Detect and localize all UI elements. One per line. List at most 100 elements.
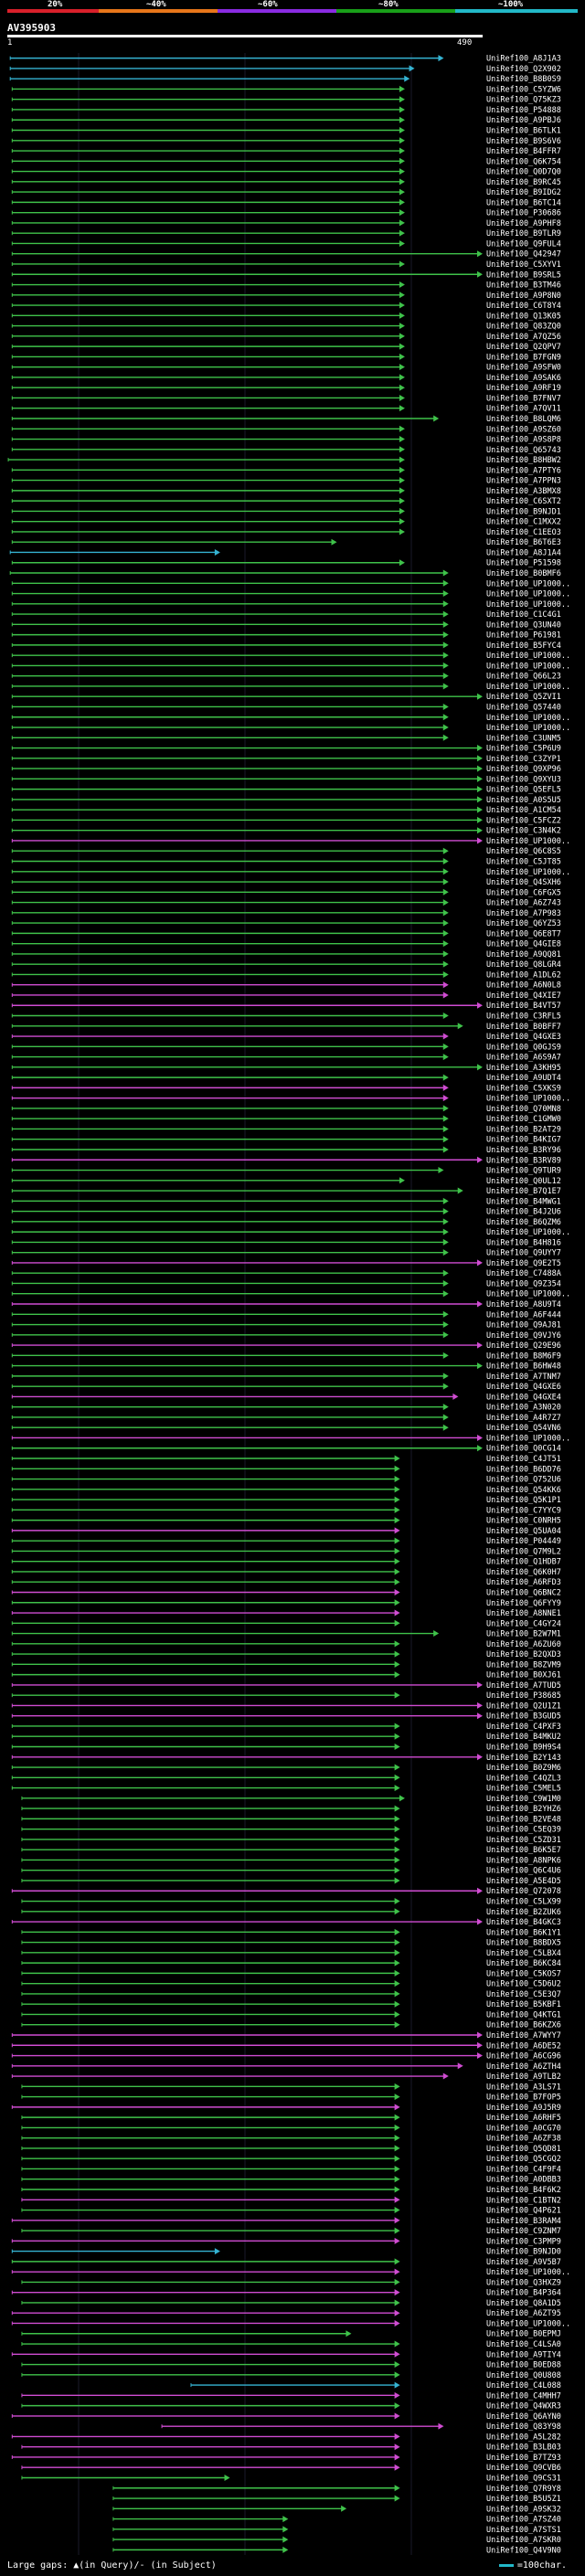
hit-row[interactable]: UniRef100_A7PPN3: [11, 477, 561, 486]
hit-row[interactable]: UniRef100_A8NPK6: [21, 1856, 561, 1865]
hit-label[interactable]: UniRef100_C4LSA0: [486, 2340, 561, 2349]
hit-row[interactable]: UniRef100_A3BMX8: [11, 487, 561, 496]
hit-label[interactable]: UniRef100_B2YHZ6: [486, 1805, 561, 1814]
hit-row[interactable]: UniRef100_Q0U808: [21, 2371, 561, 2380]
hit-row[interactable]: UniRef100_Q5QD81: [21, 2145, 561, 2154]
hit-row[interactable]: UniRef100_Q9UYY7: [11, 1249, 561, 1258]
hit-row[interactable]: UniRef100_Q9XP96: [11, 765, 561, 774]
hit-label[interactable]: UniRef100_Q2QPV7: [486, 343, 561, 352]
hit-row[interactable]: UniRef100_Q4SXH6: [11, 878, 561, 887]
hit-label[interactable]: UniRef100_UP1000..: [486, 724, 570, 733]
hit-label[interactable]: UniRef100_B0Z9M6: [486, 1764, 561, 1773]
hit-label[interactable]: UniRef100_Q9Z354: [486, 1279, 561, 1288]
hit-row[interactable]: UniRef100_C3PMP9: [11, 2237, 561, 2246]
hit-label[interactable]: UniRef100_A8J1A4: [486, 548, 561, 557]
hit-label[interactable]: UniRef100_Q0D7Q0: [486, 168, 561, 177]
hit-label[interactable]: UniRef100_Q4P621: [486, 2207, 561, 2216]
hit-label[interactable]: UniRef100_Q9CVB6: [486, 2464, 561, 2473]
hit-row[interactable]: UniRef100_Q83Y98: [161, 2422, 561, 2432]
hit-row[interactable]: UniRef100_Q6E8T7: [11, 929, 561, 938]
hit-label[interactable]: UniRef100_UP1000..: [486, 1290, 570, 1299]
hit-row[interactable]: UniRef100_B4VT57: [11, 1002, 561, 1011]
hit-row[interactable]: UniRef100_Q2QPV7: [11, 343, 561, 352]
hit-row[interactable]: UniRef100_B8B0S9: [9, 75, 561, 84]
hit-row[interactable]: UniRef100_Q4KTG1: [21, 2010, 561, 2019]
hit-row[interactable]: UniRef100_C5LX99: [21, 1898, 561, 1907]
hit-label[interactable]: UniRef100_A5E4D5: [486, 1877, 561, 1886]
hit-row[interactable]: UniRef100_Q6FYY9: [11, 1599, 561, 1608]
hit-row[interactable]: UniRef100_A7SZ40: [112, 2516, 561, 2525]
hit-row[interactable]: UniRef100_C3ZYP1: [11, 755, 561, 764]
hit-label[interactable]: UniRef100_Q3HXZ9: [486, 2278, 561, 2287]
hit-row[interactable]: UniRef100_Q6AYN0: [11, 2412, 561, 2422]
hit-row[interactable]: UniRef100_C7488A: [11, 1269, 561, 1278]
hit-label[interactable]: UniRef100_B3RV89: [486, 1156, 561, 1165]
hit-row[interactable]: UniRef100_UP1000..: [11, 724, 570, 733]
hit-row[interactable]: UniRef100_Q5CGQ2: [21, 2155, 561, 2164]
hit-row[interactable]: UniRef100_A7TNM7: [11, 1373, 561, 1382]
hit-label[interactable]: UniRef100_B6T6E3: [486, 538, 561, 547]
hit-row[interactable]: UniRef100_Q9E2T5: [11, 1259, 561, 1268]
hit-label[interactable]: UniRef100_C5KOS7: [486, 1969, 561, 1978]
hit-label[interactable]: UniRef100_C4MHH7: [486, 2391, 561, 2401]
hit-label[interactable]: UniRef100_B3TM46: [486, 281, 561, 291]
hit-row[interactable]: UniRef100_B4F6K2: [21, 2186, 561, 2195]
hit-label[interactable]: UniRef100_Q6AYN0: [486, 2412, 561, 2422]
hit-label[interactable]: UniRef100_B7FGN9: [486, 353, 561, 362]
hit-row[interactable]: UniRef100_B0Z9M6: [11, 1764, 561, 1773]
hit-label[interactable]: UniRef100_A6S9A7: [486, 1054, 561, 1063]
hit-label[interactable]: UniRef100_C9ZNM7: [486, 2227, 561, 2236]
hit-row[interactable]: UniRef100_B5FYC4: [11, 641, 561, 651]
hit-row[interactable]: UniRef100_C5XYV1: [11, 260, 561, 270]
hit-row[interactable]: UniRef100_B4FFR7: [11, 147, 561, 156]
hit-row[interactable]: UniRef100_Q9AJ81: [11, 1321, 561, 1330]
hit-label[interactable]: UniRef100_B7FNV7: [486, 394, 561, 403]
hit-row[interactable]: UniRef100_C4F9F4: [21, 2165, 561, 2174]
hit-row[interactable]: UniRef100_Q6BNC2: [11, 1588, 561, 1597]
hit-row[interactable]: UniRef100_A0S5U5: [11, 796, 561, 805]
hit-label[interactable]: UniRef100_C5EQ39: [486, 1826, 561, 1835]
hit-row[interactable]: UniRef100_C4LSA0: [21, 2340, 561, 2349]
hit-row[interactable]: UniRef100_A3LS71: [21, 2083, 561, 2092]
hit-label[interactable]: UniRef100_Q5ZVI1: [486, 693, 561, 702]
hit-row[interactable]: UniRef100_C4MHH7: [21, 2391, 561, 2401]
hit-row[interactable]: UniRef100_B0EPMJ: [21, 2330, 561, 2339]
hit-label[interactable]: UniRef100_B4GKC3: [486, 1918, 561, 1927]
hit-label[interactable]: UniRef100_A7PTY6: [486, 466, 561, 475]
hit-row[interactable]: UniRef100_A9TLB2: [11, 2072, 561, 2082]
hit-label[interactable]: UniRef100_P54888: [486, 106, 561, 115]
hit-label[interactable]: UniRef100_Q6E8T7: [486, 929, 561, 938]
hit-label[interactable]: UniRef100_Q8LGR4: [486, 960, 561, 970]
hit-row[interactable]: UniRef100_Q0D7Q0: [11, 168, 561, 177]
hit-label[interactable]: UniRef100_Q1HDB7: [486, 1558, 561, 1567]
hit-label[interactable]: UniRef100_B6KC84: [486, 1959, 561, 1968]
hit-label[interactable]: UniRef100_A9SFW0: [486, 364, 561, 373]
hit-row[interactable]: UniRef100_C3UNM5: [11, 734, 561, 743]
hit-row[interactable]: UniRef100_A9P8N0: [11, 292, 561, 301]
hit-label[interactable]: UniRef100_A6ZU60: [486, 1640, 561, 1649]
hit-row[interactable]: UniRef100_Q13K05: [11, 312, 561, 321]
hit-label[interactable]: UniRef100_B3GUD5: [486, 1712, 561, 1722]
hit-label[interactable]: UniRef100_Q752U6: [486, 1476, 561, 1485]
hit-row[interactable]: UniRef100_B4MKU2: [11, 1733, 561, 1742]
hit-label[interactable]: UniRef100_A4R7Z7: [486, 1414, 561, 1423]
hit-label[interactable]: UniRef100_A3KH95: [486, 1064, 561, 1073]
hit-label[interactable]: UniRef100_A9SZ60: [486, 425, 561, 434]
hit-label[interactable]: UniRef100_C0NRH5: [486, 1517, 561, 1526]
hit-label[interactable]: UniRef100_Q4KTG1: [486, 2010, 561, 2019]
hit-label[interactable]: UniRef100_A9PHF8: [486, 219, 561, 228]
hit-label[interactable]: UniRef100_Q5QD81: [486, 2145, 561, 2154]
hit-row[interactable]: UniRef100_UP1000..: [11, 868, 570, 877]
hit-label[interactable]: UniRef100_B6QZM6: [486, 1218, 561, 1227]
hit-label[interactable]: UniRef100_A8U9T4: [486, 1300, 561, 1309]
hit-label[interactable]: UniRef100_C5YZW6: [486, 85, 561, 94]
hit-row[interactable]: UniRef100_A8J1A3: [9, 55, 561, 64]
hit-label[interactable]: UniRef100_C4PXF3: [486, 1723, 561, 1732]
hit-label[interactable]: UniRef100_A6ZF38: [486, 2135, 561, 2144]
hit-label[interactable]: UniRef100_A9TLB2: [486, 2072, 561, 2082]
hit-row[interactable]: UniRef100_C4GY24: [11, 1619, 561, 1628]
hit-label[interactable]: UniRef100_A8J1A3: [486, 55, 561, 64]
hit-row[interactable]: UniRef100_C5KOS7: [21, 1969, 561, 1978]
hit-label[interactable]: UniRef100_A6F444: [486, 1310, 561, 1320]
hit-row[interactable]: UniRef100_A9SK32: [112, 2505, 561, 2514]
